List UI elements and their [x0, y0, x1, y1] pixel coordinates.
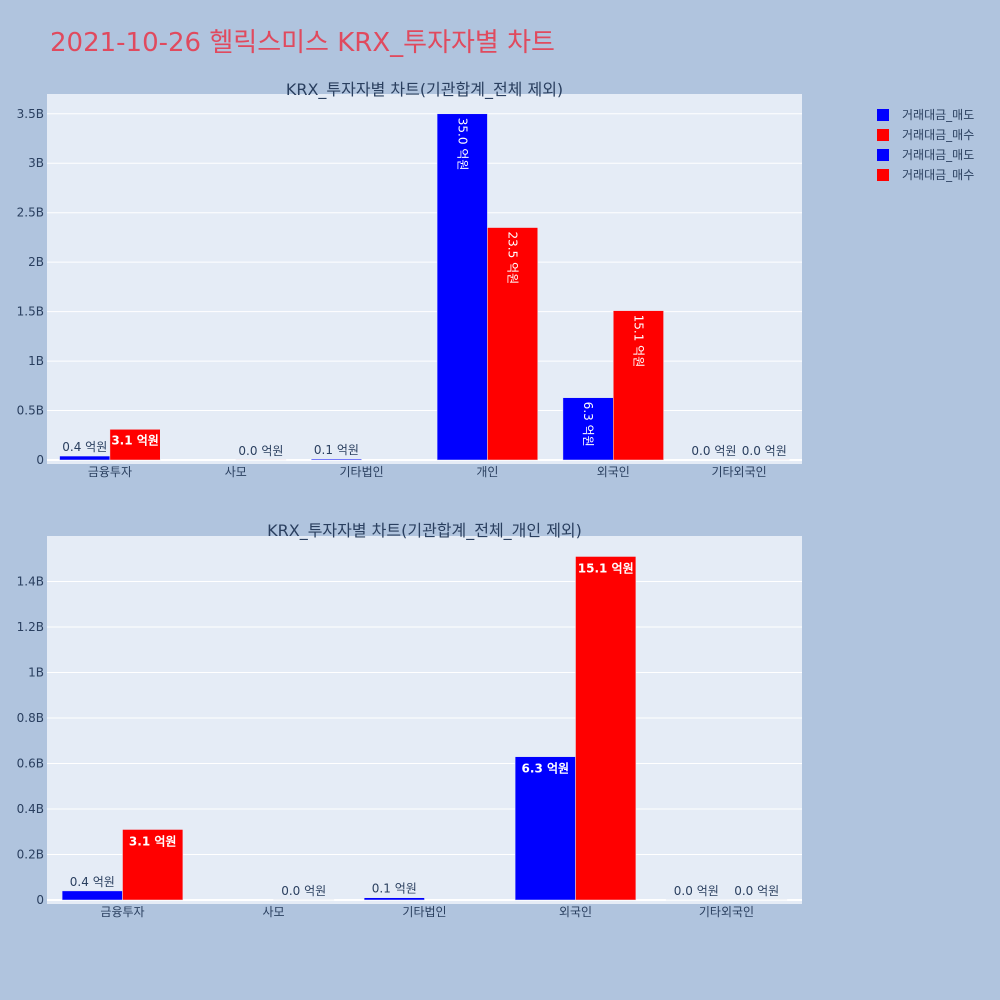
page-title: 2021-10-26 헬릭스미스 KRX_투자자별 차트 [50, 28, 555, 58]
y-tick-label: 2B [28, 255, 44, 269]
x-tick-label: 외국인 [559, 905, 592, 919]
data-label: 6.3 억원 [581, 402, 595, 447]
data-label: 23.5 억원 [506, 232, 520, 285]
x-tick-label: 금융투자 [88, 465, 132, 479]
x-tick-label: 사모 [225, 465, 247, 479]
y-tick-label: 1B [28, 354, 44, 368]
legend-label[interactable]: 거래대금_매도 [902, 108, 974, 122]
y-tick-label: 0.2B [17, 848, 44, 862]
legend-label[interactable]: 거래대금_매수 [902, 128, 974, 142]
data-label: 0.0 억원 [742, 444, 787, 458]
data-label: 0.0 억원 [734, 884, 779, 898]
data-label: 0.1 억원 [372, 882, 417, 896]
data-label: 15.1 억원 [631, 315, 645, 368]
y-tick-label: 1B [28, 666, 44, 680]
legend-swatch[interactable] [877, 149, 889, 161]
data-label: 6.3 억원 [522, 762, 570, 776]
x-tick-label: 금융투자 [100, 905, 144, 919]
data-label: 35.0 억원 [455, 118, 469, 171]
chart-2: 0 0.2B 0.4B 0.6B 0.8B 1B 1.2B 1.4B KRX_투자자별 차트(기… [17, 521, 802, 919]
y-tick-label: 1.4B [17, 575, 44, 589]
bar-sell [61, 890, 123, 901]
x-tick-label: 외국인 [597, 465, 630, 479]
x-tick-label: 개인 [476, 465, 498, 479]
data-label: 0.4 억원 [62, 440, 107, 454]
chart-title: KRX_투자자별 차트(기관합계_전체_개인 제외) [267, 521, 582, 541]
bar-buy [487, 227, 538, 461]
y-tick-label: 0.5B [17, 404, 44, 418]
y-tick-label: 1.5B [17, 305, 44, 319]
y-tick-label: 0 [36, 893, 44, 907]
y-tick-label: 0 [36, 453, 44, 467]
legend-swatch[interactable] [877, 129, 889, 141]
legend-label[interactable]: 거래대금_매수 [902, 168, 974, 182]
data-label: 0.1 억원 [314, 443, 359, 457]
y-tick-label: 0.6B [17, 757, 44, 771]
y-tick-label: 3.5B [17, 107, 44, 121]
data-label: 0.0 억원 [238, 444, 283, 458]
data-label: 15.1 억원 [578, 561, 634, 575]
bar-sell [311, 458, 362, 461]
bar-sell [436, 113, 488, 461]
chart-1: 0 0.5B 1B 1.5B 2B 2.5B 3B 3.5B KRX_투자자별 차트(기관합계_… [17, 80, 802, 479]
y-tick-label: 3B [28, 156, 44, 170]
bar-sell [562, 397, 614, 461]
data-label: 0.0 억원 [691, 444, 736, 458]
bar-buy [122, 829, 184, 901]
x-tick-label: 기타법인 [402, 905, 446, 919]
bar-buy [109, 429, 161, 461]
x-tick-label: 기타외국인 [711, 465, 766, 479]
data-label: 3.1 억원 [129, 834, 177, 848]
y-tick-label: 0.8B [17, 711, 44, 725]
bar-sell [59, 455, 111, 461]
plot-area [47, 94, 802, 464]
x-tick-label: 기타법인 [339, 465, 383, 479]
bar-sell [514, 756, 576, 901]
x-tick-label: 사모 [262, 905, 284, 919]
y-tick-label: 0.4B [17, 802, 44, 816]
bar-sell [363, 897, 425, 901]
legend-swatch[interactable] [877, 169, 889, 181]
data-label: 3.1 억원 [111, 433, 159, 447]
bar-buy [575, 556, 637, 901]
data-label: 0.0 억원 [674, 884, 719, 898]
legend-label[interactable]: 거래대금_매도 [902, 148, 974, 162]
y-tick-label: 2.5B [17, 206, 44, 220]
y-tick-label: 1.2B [17, 620, 44, 634]
x-tick-label: 기타외국인 [699, 905, 754, 919]
bar-buy [613, 310, 664, 461]
data-label: 0.4 억원 [70, 875, 115, 889]
legend-swatch[interactable] [877, 109, 889, 121]
chart-title: KRX_투자자별 차트(기관합계_전체 제외) [286, 80, 563, 100]
data-label: 0.0 억원 [281, 884, 326, 898]
